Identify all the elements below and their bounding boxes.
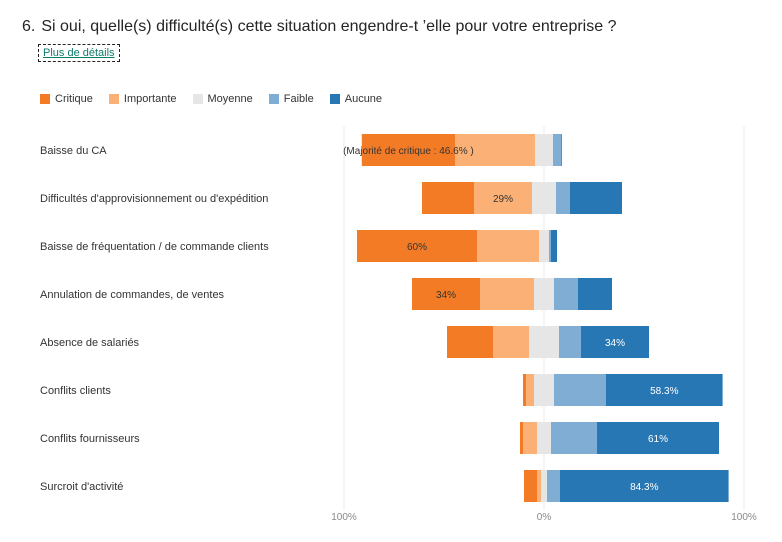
bar-segment-moyenne[interactable] bbox=[532, 182, 556, 214]
bar-segment-critique[interactable] bbox=[524, 470, 537, 502]
data-label: 61% bbox=[648, 434, 668, 445]
bar-segment-aucune[interactable] bbox=[597, 422, 719, 454]
bar-segment-critique[interactable] bbox=[447, 326, 493, 358]
bar-segment-faible[interactable] bbox=[556, 182, 570, 214]
legend-item-moyenne[interactable]: Moyenne bbox=[192, 93, 253, 105]
category-label: Baisse du CA bbox=[40, 145, 107, 157]
legend-item-importante[interactable]: Importante bbox=[108, 93, 177, 105]
question-text: Si oui, quelle(s) difficulté(s) cette si… bbox=[41, 18, 617, 35]
bar-segment-faible[interactable] bbox=[559, 326, 581, 358]
bar-segment-aucune[interactable] bbox=[570, 182, 622, 214]
legend-item-critique[interactable]: Critique bbox=[40, 93, 93, 105]
category-label: Conflits clients bbox=[40, 385, 111, 397]
bar-segment-aucune[interactable] bbox=[561, 134, 562, 166]
bar-segment-moyenne[interactable] bbox=[537, 422, 551, 454]
bar-segment-aucune[interactable] bbox=[560, 470, 729, 502]
bar-segment-moyenne[interactable] bbox=[539, 230, 549, 262]
bar-segment-faible[interactable] bbox=[547, 470, 560, 502]
bar-segment-faible[interactable] bbox=[553, 134, 561, 166]
bar-segment-aucune[interactable] bbox=[551, 230, 557, 262]
legend-item-faible[interactable]: Faible bbox=[268, 93, 314, 105]
legend-item-aucune[interactable]: Aucune bbox=[329, 93, 383, 105]
bar-segment-importante[interactable] bbox=[474, 182, 532, 214]
category-label: Absence de salariés bbox=[40, 337, 140, 349]
legend-label: Aucune bbox=[344, 93, 383, 105]
bar-segment-faible[interactable] bbox=[551, 422, 597, 454]
legend-label: Importante bbox=[123, 93, 177, 105]
legend-swatch bbox=[268, 94, 279, 104]
bar-segment-moyenne[interactable] bbox=[535, 134, 553, 166]
data-label: 58.3% bbox=[650, 386, 678, 397]
legend-label: Moyenne bbox=[207, 93, 253, 105]
x-tick-label: 100% bbox=[731, 512, 757, 523]
category-label: Annulation de commandes, de ventes bbox=[40, 289, 225, 301]
bar-segment-aucune[interactable] bbox=[581, 326, 649, 358]
category-label: Conflits fournisseurs bbox=[40, 433, 140, 445]
category-label: Difficultés d'approvisionnement ou d'exp… bbox=[40, 193, 268, 205]
details-link[interactable]: Plus de détails bbox=[38, 44, 120, 62]
question-number: 6. bbox=[22, 18, 36, 35]
data-label: 84.3% bbox=[630, 482, 658, 493]
bar-segment-importante[interactable] bbox=[537, 470, 541, 502]
question-title: 6. Si oui, quelle(s) difficulté(s) cette … bbox=[22, 18, 616, 36]
bar-segment-importante[interactable] bbox=[493, 326, 529, 358]
data-label: (Majorité de critique : 46.6% ) bbox=[343, 146, 474, 157]
bar-segment-critique[interactable] bbox=[357, 230, 477, 262]
category-label: Surcroit d'activité bbox=[40, 481, 123, 493]
bar-segment-importante[interactable] bbox=[523, 422, 537, 454]
bar-segment-importante[interactable] bbox=[455, 134, 535, 166]
bar-segment-aucune[interactable] bbox=[606, 374, 723, 406]
data-label: 34% bbox=[436, 290, 456, 301]
bar-segment-moyenne[interactable] bbox=[534, 374, 554, 406]
bar-segment-importante[interactable] bbox=[477, 230, 539, 262]
bar-segment-critique[interactable] bbox=[422, 182, 474, 214]
x-tick-label: 100% bbox=[331, 512, 357, 523]
category-label: Baisse de fréquentation / de commande cl… bbox=[40, 241, 269, 253]
bar-segment-moyenne[interactable] bbox=[541, 470, 547, 502]
legend-swatch bbox=[192, 94, 203, 104]
bar-segment-aucune[interactable] bbox=[578, 278, 612, 310]
data-label: 34% bbox=[605, 338, 625, 349]
bar-segment-moyenne[interactable] bbox=[534, 278, 554, 310]
bar-segment-importante[interactable] bbox=[526, 374, 534, 406]
x-tick-label: 0% bbox=[537, 512, 552, 523]
legend-label: Critique bbox=[55, 93, 93, 105]
legend-swatch bbox=[329, 94, 340, 104]
bar-segment-critique[interactable] bbox=[412, 278, 480, 310]
bar-segment-critique[interactable] bbox=[523, 374, 526, 406]
bar-segment-faible[interactable] bbox=[554, 278, 578, 310]
legend-label: Faible bbox=[283, 93, 314, 105]
bar-segment-moyenne[interactable] bbox=[529, 326, 559, 358]
bar-segment-faible[interactable] bbox=[554, 374, 606, 406]
bar-segment-faible[interactable] bbox=[549, 230, 551, 262]
data-label: 29% bbox=[493, 194, 513, 205]
chart-legend: Critique Importante Moyenne Faible Aucune bbox=[40, 93, 382, 105]
bar-segment-importante[interactable] bbox=[480, 278, 534, 310]
data-label: 60% bbox=[407, 242, 427, 253]
legend-swatch bbox=[40, 94, 50, 104]
bar-segment-critique[interactable] bbox=[520, 422, 523, 454]
bar-segment-critique[interactable] bbox=[361, 134, 455, 166]
legend-swatch bbox=[108, 94, 119, 104]
